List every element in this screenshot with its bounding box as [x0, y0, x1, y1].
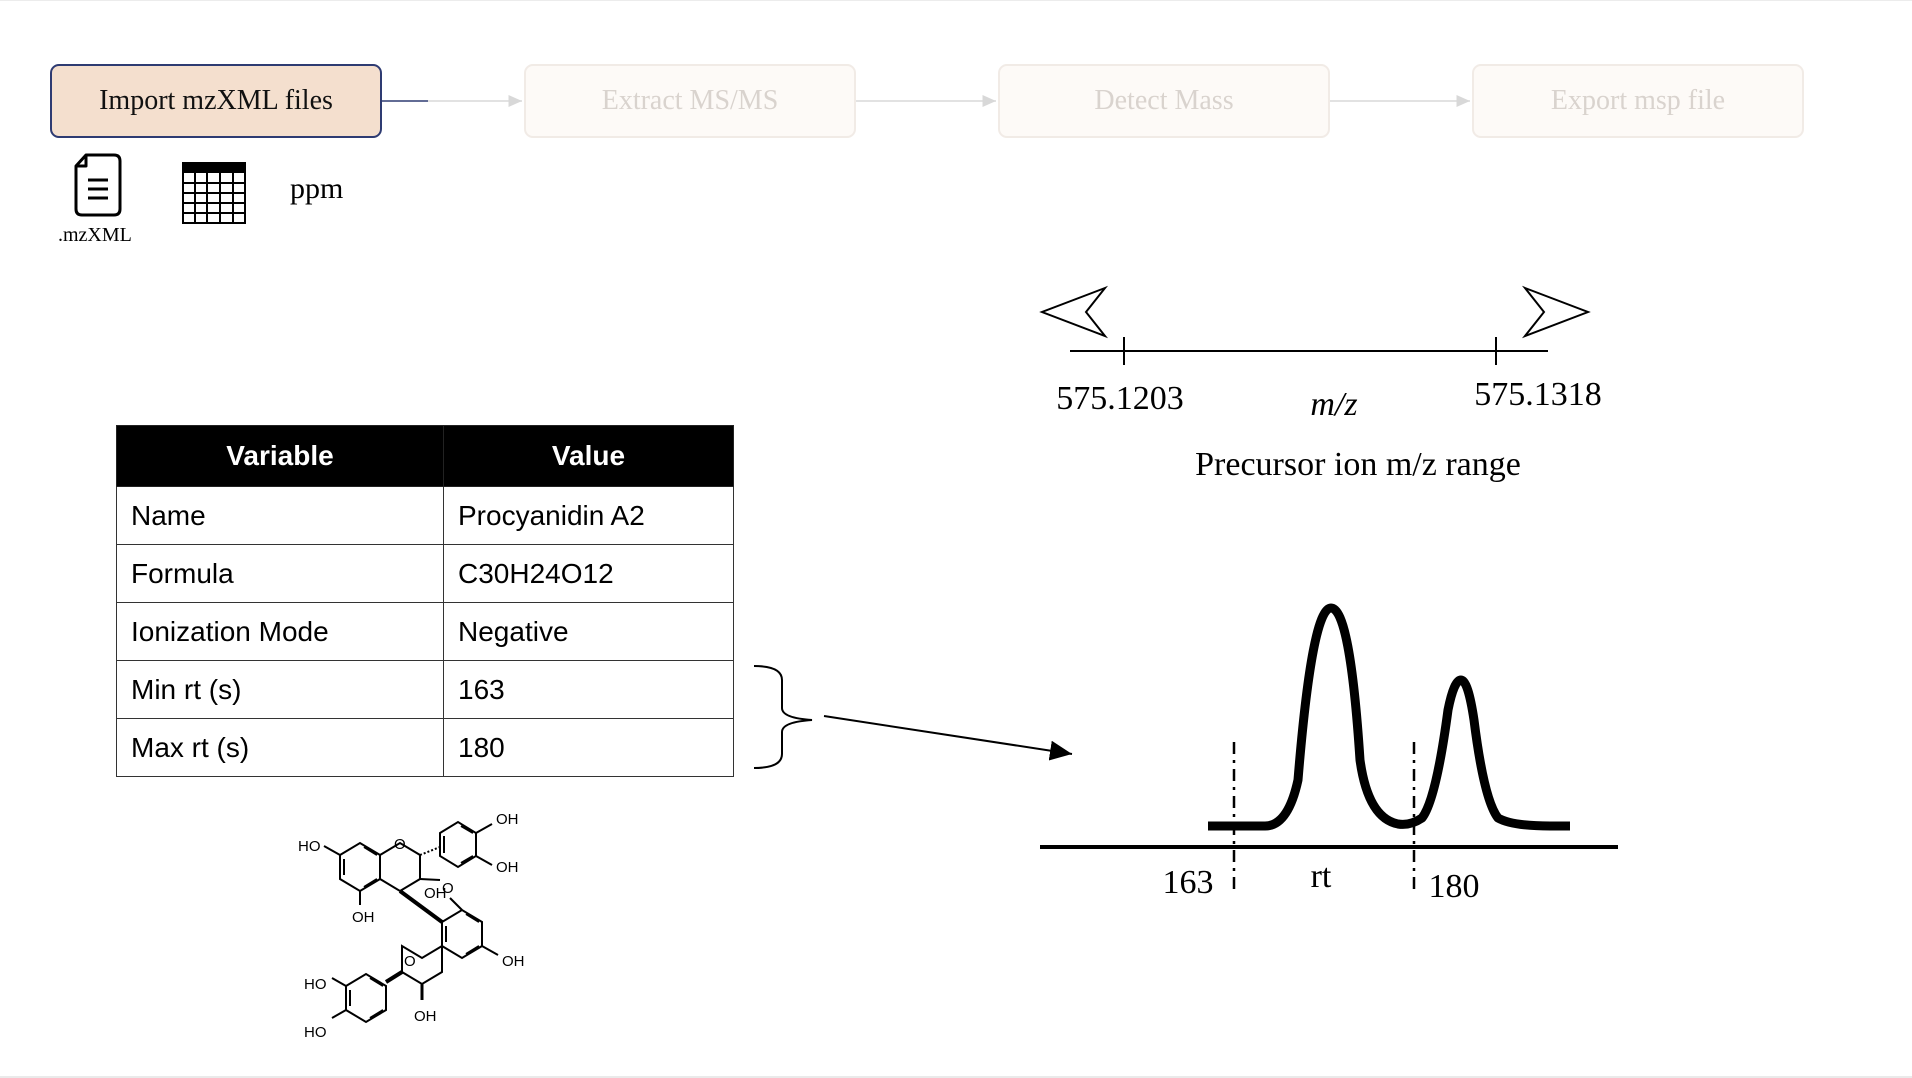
- step-import-mzxml[interactable]: Import mzXML files: [50, 64, 382, 138]
- variable-value: 163: [443, 660, 734, 719]
- top-divider: [0, 0, 1912, 1]
- table-row: Max rt (s) 180: [116, 718, 734, 777]
- table-header-row: Variable Value: [116, 425, 734, 487]
- column-header: Variable: [116, 425, 444, 487]
- mz-low-value: 575.1203: [1056, 380, 1184, 417]
- structure-label: O: [394, 836, 406, 853]
- table-row: Name Procyanidin A2: [116, 486, 734, 545]
- rt-brace-arrow: [753, 665, 1073, 769]
- step-label: Export msp file: [1550, 85, 1726, 116]
- left-chevron-icon: [1039, 285, 1109, 339]
- mz-axis-label: m/z: [1310, 386, 1357, 423]
- variable-name: Name: [116, 486, 444, 545]
- structure-label: HO: [304, 976, 327, 993]
- rt-min-value: 163: [1163, 864, 1214, 901]
- rt-max-value: 180: [1429, 868, 1480, 905]
- structure-label: O: [442, 880, 454, 897]
- structure-label: OH: [502, 953, 525, 970]
- table-row: Formula C30H24O12: [116, 544, 734, 603]
- variables-table: Variable Value Name Procyanidin A2 Formu…: [116, 425, 734, 777]
- table-row: Min rt (s) 163: [116, 660, 734, 719]
- structure-label: HO: [298, 838, 321, 855]
- document-icon: [74, 153, 122, 217]
- table-row: Ionization Mode Negative: [116, 602, 734, 661]
- variable-value: C30H24O12: [443, 544, 734, 603]
- chromatogram-peaks: [1208, 603, 1570, 831]
- right-chevron-icon: [1521, 285, 1591, 339]
- structure-label: HO: [304, 1024, 327, 1041]
- rt-axis-label: rt: [1311, 858, 1332, 895]
- step-label: Detect Mass: [1094, 85, 1234, 116]
- structure-label: OH: [424, 885, 447, 902]
- variable-name: Ionization Mode: [116, 602, 444, 661]
- variable-value: Procyanidin A2: [443, 486, 734, 545]
- procyanidin-structure: HO O OH OH OH O OH OH O HO HO OH: [298, 811, 525, 1041]
- structure-label: OH: [496, 811, 519, 828]
- arrow-to-rt-plot: [823, 715, 1073, 761]
- file-type-label: .mzXML: [58, 224, 132, 246]
- structure-label: O: [404, 953, 416, 970]
- structure-label: OH: [414, 1008, 437, 1025]
- ppm-label: ppm: [290, 172, 344, 205]
- step-label: Extract MS/MS: [601, 85, 779, 116]
- mz-range-diagram: 575.1203 575.1318 m/z Precursor ion m/z …: [1039, 285, 1602, 483]
- structure-label: OH: [352, 909, 375, 926]
- right-brace-icon: [753, 665, 813, 769]
- mz-high-value: 575.1318: [1474, 376, 1602, 413]
- bottom-divider: [0, 1076, 1912, 1078]
- structure-label: OH: [496, 859, 519, 876]
- variable-value: Negative: [443, 602, 734, 661]
- variable-name: Min rt (s): [116, 660, 444, 719]
- table-grid-icon: [182, 162, 246, 224]
- mz-range-caption: Precursor ion m/z range: [1195, 446, 1521, 483]
- workflow-connectors: [382, 95, 1470, 107]
- step-label: Import mzXML files: [99, 85, 333, 116]
- variable-name: Max rt (s): [116, 718, 444, 777]
- step-detect-mass[interactable]: Detect Mass: [998, 64, 1330, 138]
- variable-value: 180: [443, 718, 734, 777]
- step-extract-msms[interactable]: Extract MS/MS: [524, 64, 856, 138]
- rt-chromatogram: 163 rt 180: [1040, 603, 1618, 905]
- step-export-msp[interactable]: Export msp file: [1472, 64, 1804, 138]
- column-header: Value: [443, 425, 734, 487]
- variable-name: Formula: [116, 544, 444, 603]
